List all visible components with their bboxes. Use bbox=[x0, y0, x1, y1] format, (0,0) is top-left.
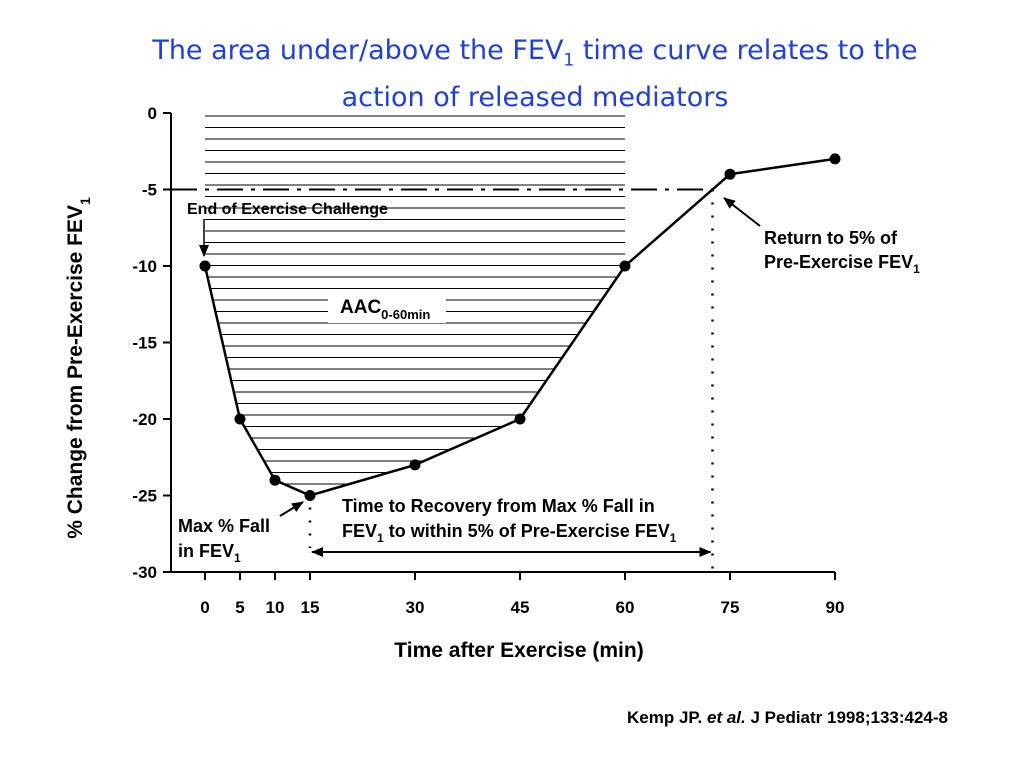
reference-line-5pct bbox=[171, 188, 714, 572]
citation-etal: et al. bbox=[707, 708, 746, 727]
data-point bbox=[234, 413, 246, 425]
x-tick-label: 10 bbox=[266, 598, 285, 617]
x-tick-label: 60 bbox=[616, 598, 635, 617]
y-tick-label: -25 bbox=[132, 487, 157, 506]
recovery-rest: to within 5% of Pre-Exercise FEV bbox=[384, 521, 670, 541]
data-point bbox=[514, 413, 526, 425]
return-label-line2: Pre-Exercise FEV1 bbox=[764, 252, 920, 276]
title-sub: 1 bbox=[563, 50, 575, 71]
maxfall-main: in FEV bbox=[178, 541, 234, 561]
citation: Kemp JP. et al. J Pediatr 1998;133:424-8 bbox=[627, 708, 948, 728]
x-tick-label: 45 bbox=[511, 598, 530, 617]
x-tick-label: 90 bbox=[826, 598, 845, 617]
maxfall-sub: 1 bbox=[234, 551, 241, 565]
x-axis-label: Time after Exercise (min) bbox=[394, 639, 643, 662]
data-point bbox=[409, 459, 421, 471]
slide-title: The area under/above the FEV1 time curve… bbox=[60, 32, 1010, 116]
maxfall-label-line1: Max % Fall bbox=[178, 516, 270, 536]
chart-axes: 0 -5 -10 -15 -20 -25 -30 0 5 10 15 30 45 60 75 90 bbox=[132, 104, 844, 617]
data-point bbox=[619, 260, 631, 272]
x-tick-label: 5 bbox=[235, 598, 244, 617]
recovery-label-line1: Time to Recovery from Max % Fall in bbox=[342, 496, 655, 516]
recovery-fev-sub: 1 bbox=[377, 531, 384, 545]
recovery-rest-sub: 1 bbox=[670, 531, 677, 545]
maxfall-label-line2: in FEV1 bbox=[178, 541, 241, 565]
aac-hatch-area bbox=[205, 115, 625, 485]
return-label-main: Pre-Exercise FEV bbox=[764, 252, 913, 272]
title-line1-post: time curve relates to the bbox=[574, 35, 918, 66]
return-label-line1: Return to 5% of bbox=[764, 228, 898, 248]
data-point bbox=[724, 168, 736, 180]
x-tick-label: 30 bbox=[406, 598, 425, 617]
aac-label-bg bbox=[328, 291, 446, 323]
x-tick-label: 0 bbox=[200, 598, 209, 617]
return-arrow bbox=[723, 197, 761, 227]
citation-author: Kemp JP. bbox=[626, 708, 707, 727]
aac-label-main: AAC bbox=[340, 297, 381, 318]
data-point bbox=[304, 490, 316, 501]
data-point bbox=[199, 260, 211, 272]
y-tick-label: 0 bbox=[148, 104, 157, 123]
fev1-series bbox=[199, 153, 841, 501]
title-line1-pre: The area under/above the FEV bbox=[152, 35, 564, 66]
data-point bbox=[269, 474, 281, 486]
recovery-fev: FEV bbox=[342, 521, 377, 541]
x-tick-label: 15 bbox=[301, 598, 320, 617]
y-tick-label: -20 bbox=[132, 410, 157, 429]
maxfall-arrow bbox=[279, 501, 304, 517]
title-line2: action of released mediators bbox=[341, 82, 729, 114]
y-tick-label: -30 bbox=[132, 563, 157, 582]
y-axis-label-sub: 1 bbox=[77, 197, 93, 205]
aac-label-sub: 0-60min bbox=[381, 307, 430, 322]
y-tick-label: -15 bbox=[132, 334, 157, 353]
return-label-sub: 1 bbox=[913, 262, 920, 276]
data-point bbox=[829, 153, 841, 165]
y-tick-label: -5 bbox=[142, 181, 157, 200]
y-tick-label: -10 bbox=[132, 257, 157, 276]
aac-label: AAC0-60min bbox=[340, 297, 430, 322]
end-exercise-label: End of Exercise Challenge bbox=[187, 201, 388, 218]
x-tick-label: 75 bbox=[721, 598, 740, 617]
y-axis-label-main: % Change from Pre-Exercise FEV bbox=[64, 205, 87, 539]
citation-journal: J Pediatr 1998;133:424-8 bbox=[745, 708, 948, 727]
recovery-label-line2: FEV1 to within 5% of Pre-Exercise FEV1 bbox=[342, 521, 677, 545]
y-axis-label: % Change from Pre-Exercise FEV1 bbox=[64, 197, 93, 539]
